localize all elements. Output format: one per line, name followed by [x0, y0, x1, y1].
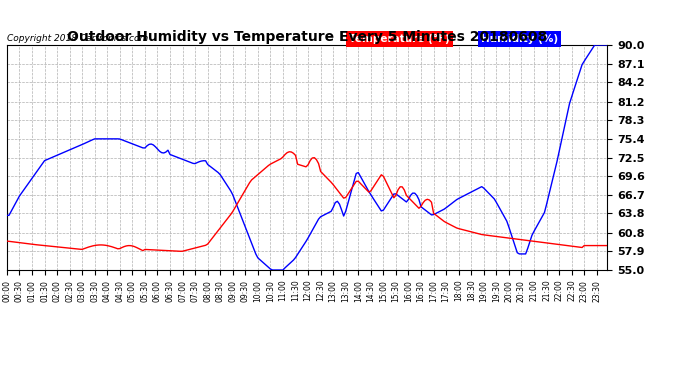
Title: Outdoor Humidity vs Temperature Every 5 Minutes 20180608: Outdoor Humidity vs Temperature Every 5 … — [67, 30, 547, 44]
Text: Copyright 2018 Cartronics.com: Copyright 2018 Cartronics.com — [7, 34, 148, 43]
Text: Temperature (°F): Temperature (°F) — [349, 34, 450, 44]
Text: Humidity (%): Humidity (%) — [481, 34, 558, 44]
